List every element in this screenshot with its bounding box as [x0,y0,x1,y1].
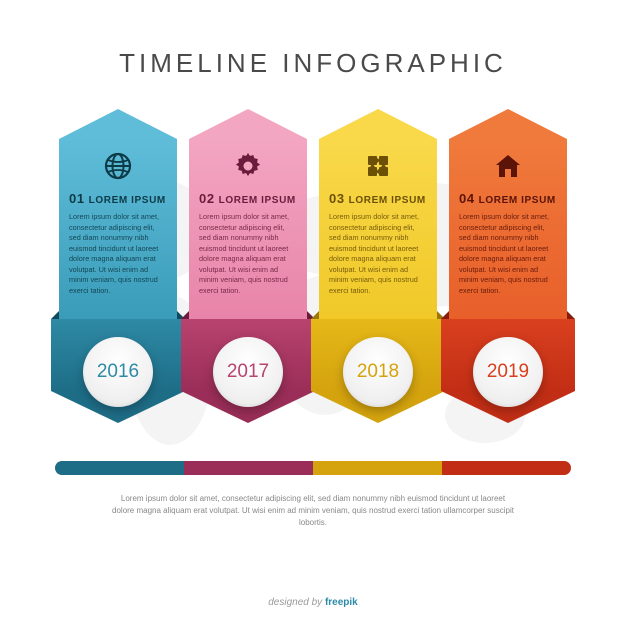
fold-left [51,311,59,319]
banner-body: 02 LOREM IPSUM Lorem ipsum dolor sit amet… [189,139,307,319]
timeline-column-3: 03 LOREM IPSUM Lorem ipsum dolor sit amet… [319,109,437,423]
timeline-segment-2 [184,461,313,475]
timeline-segment-4 [442,461,571,475]
card-number: 01 [69,191,85,206]
card-title: LOREM IPSUM [89,195,166,206]
timeline-column-4: 04 LOREM IPSUM Lorem ipsum dolor sit amet… [449,109,567,423]
card-number: 04 [459,191,475,206]
card-heading: 04 LOREM IPSUM [459,191,557,206]
arrow-top [449,109,567,139]
year-circle: 2016 [83,337,153,407]
banner-body: 01 LOREM IPSUM Lorem ipsum dolor sit amet… [59,139,177,319]
gear-icon [199,147,297,185]
arrow-top [319,109,437,139]
arrow-top [59,109,177,139]
banner-body: 04 LOREM IPSUM Lorem ipsum dolor sit amet… [449,139,567,319]
bottom-banner: 2018 [319,319,437,423]
banner-body: 03 LOREM IPSUM Lorem ipsum dolor sit amet… [319,139,437,319]
timeline-column-2: 02 LOREM IPSUM Lorem ipsum dolor sit amet… [189,109,307,423]
credit-prefix: designed by [268,597,325,608]
card-title: LOREM IPSUM [349,195,426,206]
fold-left [441,311,449,319]
card-heading: 03 LOREM IPSUM [329,191,427,206]
globe-icon [69,147,167,185]
timeline-segment-1 [55,461,184,475]
timeline-bar [55,461,571,475]
card-number: 02 [199,191,215,206]
card-text: Lorem ipsum dolor sit amet, consectetur … [459,212,557,297]
top-banner: 02 LOREM IPSUM Lorem ipsum dolor sit amet… [189,109,307,319]
card-text: Lorem ipsum dolor sit amet, consectetur … [329,212,427,297]
fold-right [567,311,575,319]
credit-brand: freepik [325,597,358,608]
fold-left [311,311,319,319]
credit-line: designed by freepik [0,597,626,608]
arrow-top [189,109,307,139]
card-number: 03 [329,191,345,206]
top-banner: 03 LOREM IPSUM Lorem ipsum dolor sit amet… [319,109,437,319]
bottom-banner: 2017 [189,319,307,423]
card-text: Lorem ipsum dolor sit amet, consectetur … [199,212,297,297]
page-title: TIMELINE INFOGRAPHIC [0,0,626,79]
year-circle: 2018 [343,337,413,407]
house-icon [459,147,557,185]
year-circle: 2019 [473,337,543,407]
card-title: LOREM IPSUM [219,195,296,206]
puzzle-icon [329,147,427,185]
columns-container: 01 LOREM IPSUM Lorem ipsum dolor sit amet… [0,109,626,423]
fold-left [181,311,189,319]
bottom-banner: 2019 [449,319,567,423]
bottom-banner: 2016 [59,319,177,423]
footer-text: Lorem ipsum dolor sit amet, consectetur … [110,493,516,529]
card-title: LOREM IPSUM [479,195,556,206]
timeline-column-1: 01 LOREM IPSUM Lorem ipsum dolor sit amet… [59,109,177,423]
top-banner: 04 LOREM IPSUM Lorem ipsum dolor sit amet… [449,109,567,319]
year-circle: 2017 [213,337,283,407]
card-text: Lorem ipsum dolor sit amet, consectetur … [69,212,167,297]
card-heading: 02 LOREM IPSUM [199,191,297,206]
card-heading: 01 LOREM IPSUM [69,191,167,206]
timeline-segment-3 [313,461,442,475]
top-banner: 01 LOREM IPSUM Lorem ipsum dolor sit amet… [59,109,177,319]
